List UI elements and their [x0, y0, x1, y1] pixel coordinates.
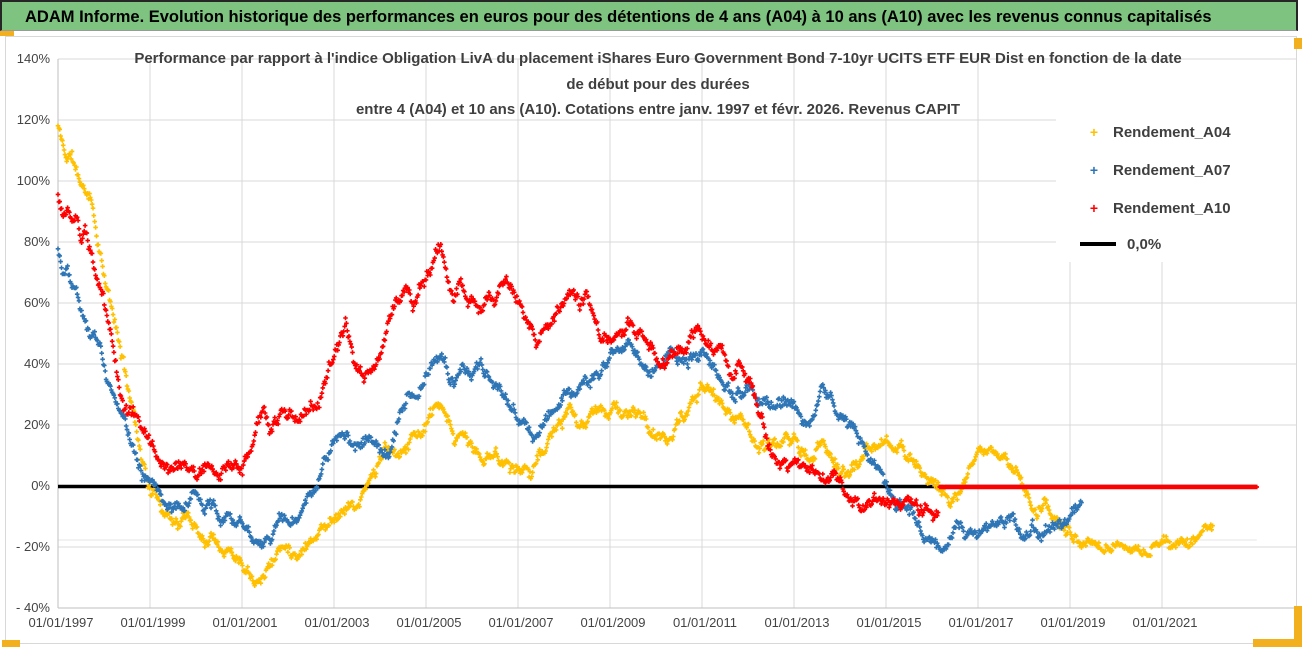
x-axis-label: 01/01/2019 [1040, 615, 1106, 630]
legend-item-rendement-a04: + Rendement_A04 [1058, 121, 1297, 143]
gold-corner-accent-bottom-right-horizontal [1253, 639, 1302, 647]
x-axis-label: 01/01/2021 [1132, 615, 1198, 630]
page-title: ADAM Informe. Evolution historique des p… [0, 0, 1298, 31]
gold-corner-accent-top-right [1294, 38, 1302, 49]
y-axis-label: 100% [16, 173, 50, 188]
x-axis-label: 01/01/1997 [28, 615, 94, 630]
chart-legend: + Rendement_A04 + Rendement_A07 + Rendem… [1058, 62, 1297, 262]
series-rendement_a07-points [55, 246, 1084, 554]
series-rendement_a10-points [55, 192, 941, 523]
y-axis-label: - 40% [16, 600, 50, 615]
legend-label: Rendement_A10 [1113, 199, 1231, 217]
x-axis-label: 01/01/1999 [120, 615, 186, 630]
chart-title-line2: de début pour des durées [566, 76, 750, 93]
x-axis-label: 01/01/2001 [212, 615, 278, 630]
legend-label: Rendement_A04 [1113, 123, 1231, 141]
gold-corner-accent-bottom-left [2, 640, 20, 647]
series-rendement-a10-flat-zero [937, 484, 1259, 490]
y-axis-label: 20% [23, 417, 50, 432]
x-axis-label: 01/01/2013 [764, 615, 830, 630]
y-axis-label: 40% [23, 356, 50, 371]
x-axis-label: 01/01/2011 [672, 615, 738, 630]
plus-marker-icon: + [1089, 162, 1099, 178]
y-axis-label: - 20% [16, 539, 50, 554]
chart-title-line3: entre 4 (A04) et 10 ans (A10). Cotations… [355, 101, 961, 118]
y-axis-label: 60% [23, 295, 50, 310]
y-axis-label: 80% [23, 234, 50, 249]
zero-line-icon [1080, 242, 1116, 246]
x-axis-label: 01/01/2007 [488, 615, 554, 630]
x-axis-label: 01/01/2005 [396, 615, 462, 630]
series-rendement_a04-points [55, 123, 1215, 588]
y-axis-label: 140% [16, 51, 50, 66]
legend-label: Rendement_A07 [1113, 161, 1231, 179]
legend-item-rendement-a07: + Rendement_A07 [1058, 159, 1297, 181]
gold-corner-accent-bottom-right-vertical [1294, 606, 1302, 647]
gold-corner-accent-top-left [0, 31, 14, 36]
legend-item-zero-line: 0,0% [1058, 233, 1297, 255]
y-axis-label: 120% [16, 112, 50, 127]
chart-title-line1: Performance par rapport à l'indice Oblig… [134, 50, 1182, 67]
x-axis-label: 01/01/2017 [948, 615, 1014, 630]
y-axis-label: 0% [31, 478, 50, 493]
legend-item-rendement-a10: + Rendement_A10 [1058, 197, 1297, 219]
x-axis-label: 01/01/2015 [856, 615, 922, 630]
legend-background [1056, 62, 1296, 262]
legend-label: 0,0% [1127, 235, 1162, 253]
x-axis-label: 01/01/2003 [304, 615, 370, 630]
x-axis-label: 01/01/2009 [580, 615, 646, 630]
plus-marker-icon: + [1089, 200, 1099, 216]
plus-marker-icon: + [1089, 124, 1099, 140]
